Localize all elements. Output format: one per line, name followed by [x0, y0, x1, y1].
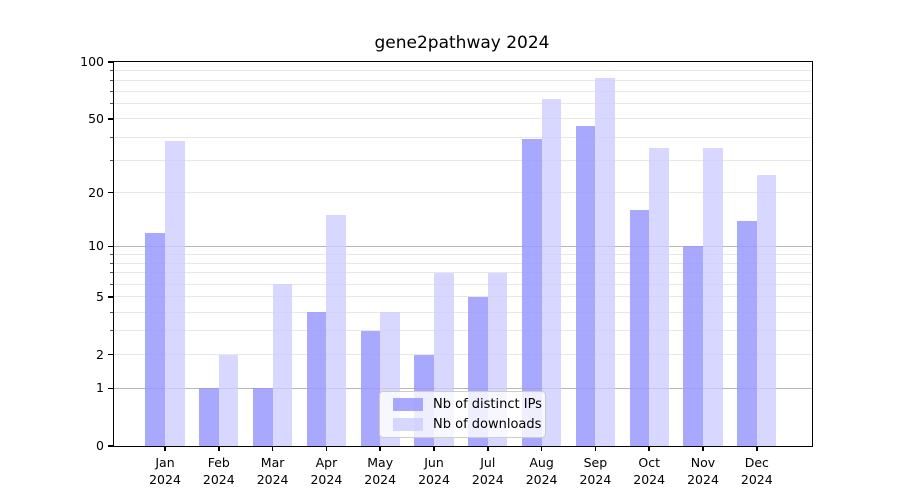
legend-label-downloads: Nb of downloads: [433, 416, 542, 432]
bar-downloads: [595, 78, 615, 446]
y-minor-tick-mark: [110, 253, 113, 255]
bar-downloads: [326, 215, 346, 446]
bar-downloads: [541, 98, 562, 446]
y-minor-tick-mark: [110, 70, 113, 72]
x-tick-mark: [594, 446, 597, 451]
x-tick-label: Aug 2024: [525, 455, 558, 487]
y-gridline-minor: [114, 192, 812, 194]
x-tick-label: Nov 2024: [687, 455, 719, 487]
bar-distinct-ips: [683, 246, 703, 446]
y-gridline-minor: [114, 272, 812, 274]
y-gridline-minor: [114, 159, 812, 161]
y-minor-tick-mark: [110, 136, 113, 138]
bar-distinct-ips: [629, 210, 650, 446]
y-tick-mark: [107, 296, 113, 298]
x-tick-mark: [540, 446, 543, 451]
bar-distinct-ips: [522, 139, 542, 446]
bar-downloads: [272, 284, 293, 446]
bar-downloads: [165, 141, 185, 446]
y-gridline-minor: [114, 90, 812, 92]
y-gridline-minor: [114, 311, 812, 313]
plot-area: Nb of distinct IPs Nb of downloads 0 1 2 5 1…: [80, 54, 813, 487]
bar-distinct-ips: [360, 330, 381, 446]
x-tick-label: Jul 2024: [471, 455, 504, 487]
bar-distinct-ips: [306, 312, 327, 446]
y-gridline-minor: [114, 296, 812, 298]
x-tick-mark: [648, 446, 650, 451]
chart-title: gene2pathway 2024: [374, 33, 550, 53]
y-tick-label: 10: [88, 238, 104, 254]
x-tick-mark: [756, 446, 758, 451]
y-minor-tick-mark: [110, 90, 113, 92]
x-tick-label: Jan 2024: [149, 455, 181, 487]
bar-distinct-ips: [737, 220, 757, 446]
y-gridline-major: [114, 387, 812, 389]
x-tick-label: Feb 2024: [202, 455, 235, 487]
legend-item-distinct-ips: Nb of distinct IPs: [389, 397, 542, 412]
x-tick-mark: [164, 446, 166, 451]
x-tick-label: Apr 2024: [310, 455, 343, 487]
x-tick-mark: [325, 446, 328, 451]
y-gridline-minor: [114, 136, 812, 138]
bar-distinct-ips: [145, 232, 165, 446]
y-tick-mark: [107, 61, 113, 63]
y-tick-mark: [107, 387, 113, 390]
y-tick-mark: [107, 191, 113, 194]
bar-downloads: [218, 354, 239, 446]
bar-downloads: [756, 174, 777, 446]
y-tick-label: 5: [96, 288, 104, 304]
bar-distinct-ips: [253, 388, 273, 446]
y-tick-label: 20: [88, 184, 104, 200]
y-minor-tick-mark: [110, 262, 113, 264]
y-gridline-minor: [114, 103, 812, 105]
y-tick-label: 0: [96, 438, 104, 453]
x-tick-mark: [379, 446, 381, 451]
y-minor-tick-mark: [110, 311, 113, 313]
x-tick-mark: [218, 446, 220, 451]
y-tick-label: 50: [88, 110, 104, 126]
x-tick-label: Oct 2024: [633, 455, 666, 487]
y-gridline-minor: [114, 253, 812, 255]
x-tick-label: Mar 2024: [256, 455, 289, 487]
y-gridline-minor: [114, 118, 812, 120]
bar-distinct-ips: [199, 388, 219, 446]
legend: Nb of distinct IPs Nb of downloads: [379, 391, 546, 438]
y-tick-mark: [107, 353, 113, 356]
y-minor-tick-mark: [110, 272, 113, 274]
y-tick-mark: [107, 445, 113, 447]
y-minor-tick-mark: [110, 283, 113, 285]
x-tick-mark: [702, 446, 704, 451]
x-tick-label: Dec 2024: [740, 455, 773, 487]
y-minor-tick-mark: [110, 79, 113, 81]
y-tick-label: 100: [80, 54, 104, 69]
y-gridline-minor: [114, 330, 812, 332]
bar-distinct-ips: [575, 125, 596, 446]
x-tick-label: Jun 2024: [418, 455, 450, 487]
bar-downloads: [703, 147, 723, 446]
legend-swatch-distinct-ips: [393, 398, 423, 412]
y-gridline-minor: [114, 283, 812, 285]
x-tick-mark: [487, 446, 489, 451]
legend-swatch-downloads: [393, 417, 423, 431]
legend-label-distinct-ips: Nb of distinct IPs: [433, 397, 542, 413]
legend-item-downloads: Nb of downloads: [389, 417, 541, 432]
y-gridline-minor: [114, 79, 812, 81]
y-minor-tick-mark: [110, 330, 113, 332]
x-tick-mark: [433, 446, 435, 451]
y-tick-mark: [107, 245, 113, 248]
x-tick-label: May 2024: [364, 455, 397, 487]
y-minor-tick-mark: [110, 103, 113, 105]
y-gridline-minor: [114, 262, 812, 264]
y-gridline-minor: [114, 70, 812, 72]
x-tick-mark: [271, 446, 274, 451]
y-tick-label: 2: [96, 346, 104, 362]
y-gridline-minor: [114, 354, 812, 356]
y-gridline-major: [114, 245, 812, 247]
y-tick-label: 1: [96, 380, 104, 396]
y-minor-tick-mark: [110, 159, 113, 161]
x-tick-label: Sep 2024: [579, 455, 612, 487]
bar-downloads: [649, 147, 669, 446]
y-tick-mark: [107, 118, 113, 120]
